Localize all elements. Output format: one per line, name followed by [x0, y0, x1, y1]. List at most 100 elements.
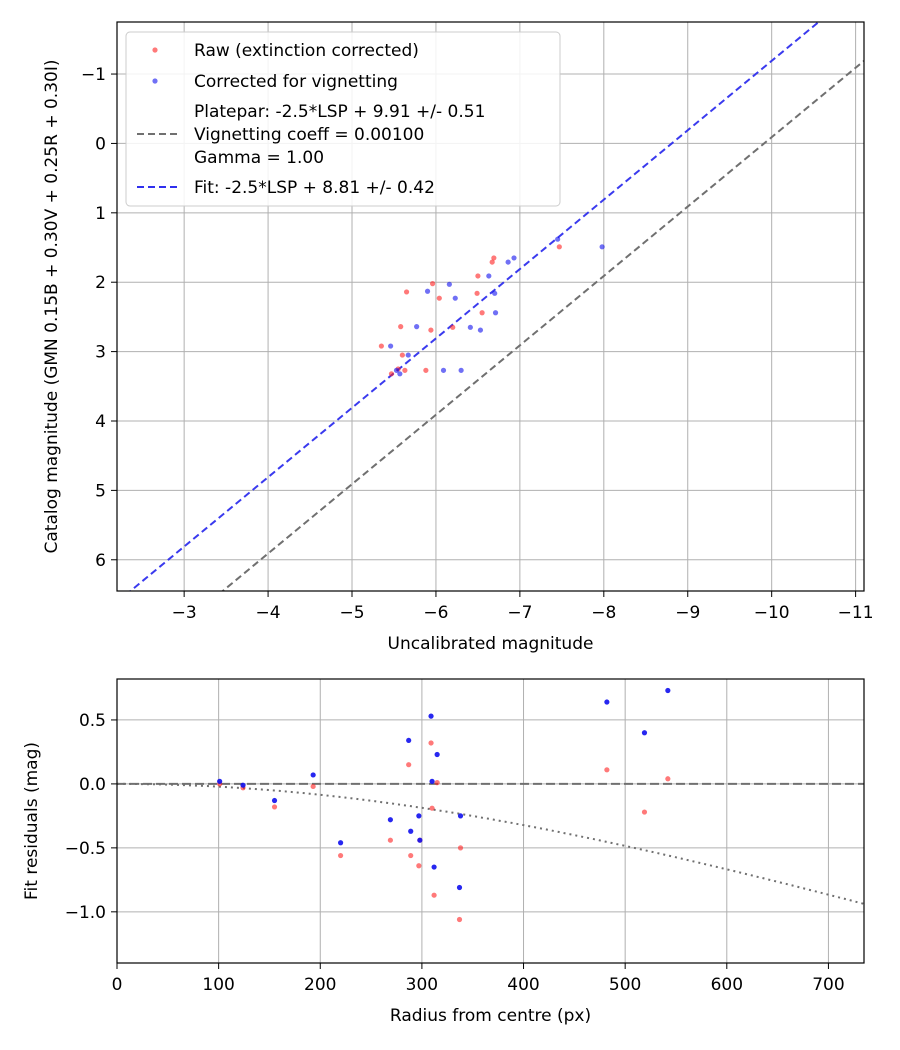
- corrected-point: [555, 236, 561, 242]
- raw-point: [429, 281, 436, 287]
- corrected-residual-point: [457, 813, 464, 819]
- legend: Raw (extinction corrected) Corrected for …: [125, 31, 561, 207]
- x-tick-label: 100: [202, 975, 234, 995]
- x-tick-label: 700: [812, 975, 844, 995]
- raw-point: [398, 324, 404, 330]
- y-tick-label: −1.0: [65, 903, 106, 923]
- raw-residual-point: [408, 852, 414, 859]
- corrected-residual-point: [641, 730, 648, 736]
- y-axis-label: Catalog magnitude (GMN 0.15B + 0.30V + 0…: [42, 60, 62, 554]
- raw-point: [388, 371, 395, 377]
- plot-frame: [116, 21, 865, 592]
- raw-point: [436, 295, 442, 301]
- corrected-point: [424, 288, 431, 294]
- x-tick-label: 0: [112, 975, 123, 995]
- raw-point: [402, 367, 408, 373]
- raw-point: [423, 367, 429, 373]
- y-tick-label: −1: [81, 65, 106, 85]
- raw-point: [403, 289, 410, 295]
- raw-residual-point: [428, 740, 434, 746]
- x-tick-label: −3: [172, 603, 197, 623]
- y-tick-label: 0.5: [79, 711, 106, 731]
- y-tick-label: 4: [95, 412, 106, 432]
- plot-area: [128, 22, 864, 591]
- raw-point: [378, 343, 384, 349]
- x-tick-label: 200: [304, 975, 336, 995]
- raw-residual-point: [406, 762, 412, 768]
- corrected-point: [397, 371, 403, 377]
- x-tick-label: 600: [711, 975, 743, 995]
- legend-marker-corrected: [152, 78, 158, 84]
- legend-label: Corrected for vignetting: [194, 72, 398, 92]
- corrected-point: [446, 281, 452, 287]
- corrected-point: [393, 367, 400, 373]
- corrected-residual-point: [431, 864, 437, 870]
- corrected-residual-point: [337, 840, 344, 846]
- raw-point: [428, 327, 434, 333]
- corrected-point: [511, 255, 517, 261]
- corrected-residual-point: [406, 737, 412, 744]
- corrected-residual-point: [428, 713, 434, 719]
- fit-line: [128, 22, 821, 591]
- corrected-residual-point: [604, 699, 610, 705]
- raw-point: [489, 259, 495, 265]
- y-tick-label: 6: [95, 551, 106, 571]
- x-axis-label: Uncalibrated magnitude: [388, 634, 594, 654]
- corrected-point: [414, 324, 420, 330]
- x-tick-label: 400: [507, 975, 539, 995]
- raw-residual-point: [337, 852, 344, 859]
- raw-residual-point: [271, 804, 278, 810]
- y-tick-label: −0.5: [65, 839, 106, 859]
- raw-residual-point: [387, 837, 393, 843]
- corrected-residual-point: [417, 837, 423, 843]
- corrected-point: [405, 352, 411, 358]
- raw-residual-point: [604, 767, 610, 773]
- fit-residuals-chart: 0 100 200 300 400 500 600 700 0.5 0.0 −0.5 −1.0 Radi…: [22, 678, 865, 1026]
- magnitude-calibration-chart: −3 −4 −5 −6 −7 −8 −9 −10 −11−10123456Uncalibrate…: [42, 21, 874, 654]
- x-tick-label: −4: [256, 603, 281, 623]
- corrected-residual-point: [310, 772, 316, 778]
- corrected-point: [388, 343, 394, 349]
- x-tick-label: −9: [675, 603, 700, 623]
- corrected-residual-point: [416, 813, 422, 819]
- corrected-residual-point: [456, 884, 463, 891]
- legend-marker-raw: [152, 47, 158, 53]
- corrected-point: [505, 259, 511, 265]
- y-tick-label: 3: [95, 343, 106, 363]
- corrected-point: [599, 244, 605, 250]
- corrected-point: [452, 295, 458, 301]
- raw-point: [475, 273, 481, 279]
- plot-frame: [116, 678, 865, 964]
- y-tick-label: 5: [95, 481, 106, 501]
- x-tick-label: −11: [838, 603, 874, 623]
- x-tick-label: −8: [591, 603, 616, 623]
- corrected-point: [492, 290, 498, 296]
- raw-residual-point: [457, 845, 464, 851]
- platepar-line: [221, 60, 864, 591]
- corrected-point: [467, 324, 473, 330]
- corrected-residual-point: [434, 751, 440, 758]
- corrected-residual-point: [240, 782, 246, 788]
- plot-area: [117, 687, 864, 923]
- legend-label: Fit: -2.5*LSP + 8.81 +/- 0.42: [194, 178, 435, 198]
- raw-point: [474, 290, 480, 296]
- corrected-residual-point: [387, 817, 393, 823]
- corrected-residual-point: [217, 778, 223, 784]
- legend-label: Gamma = 1.00: [194, 148, 324, 168]
- y-tick-label: 0.0: [79, 775, 106, 795]
- raw-residual-point: [641, 809, 648, 815]
- legend-label: Platepar: -2.5*LSP + 9.91 +/- 0.51: [194, 102, 485, 122]
- x-tick-label: −7: [507, 603, 532, 623]
- y-tick-label: 2: [95, 273, 106, 293]
- raw-residual-point: [416, 863, 422, 869]
- legend-box: [125, 31, 561, 207]
- x-tick-label: −10: [754, 603, 790, 623]
- x-tick-label: −5: [339, 603, 364, 623]
- corrected-residual-point: [408, 828, 414, 834]
- raw-residual-point: [431, 892, 437, 898]
- corrected-point: [458, 367, 464, 373]
- x-tick-label: −6: [423, 603, 448, 623]
- raw-residual-point: [429, 805, 435, 811]
- corrected-point: [486, 273, 492, 279]
